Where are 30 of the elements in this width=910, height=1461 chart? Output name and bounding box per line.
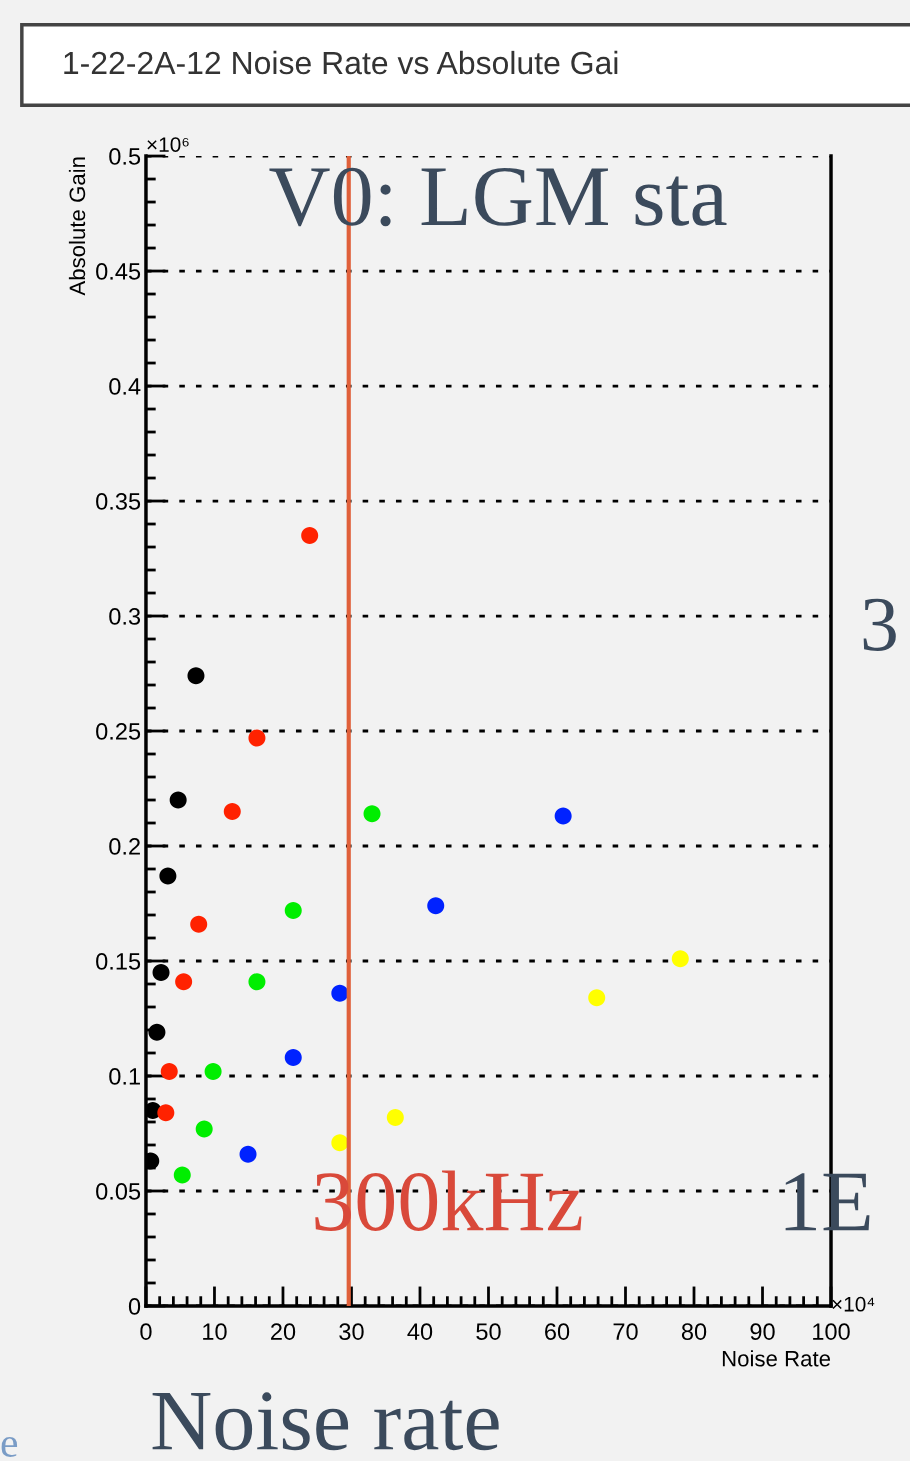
y-tick-label: 0.05	[96, 1183, 141, 1200]
y-tick-label: 0.3	[109, 608, 141, 625]
x-axis-title: Noise Rate	[722, 1350, 831, 1367]
x-tick-label: 0	[140, 1323, 152, 1340]
y-tick-label: 0.15	[96, 953, 141, 970]
y-tick-label: 0.5	[109, 148, 141, 165]
y-tick-label: 0.35	[96, 493, 141, 510]
x-tick-label: 100	[813, 1323, 850, 1340]
y-axis-title: Absolute Gain	[68, 157, 86, 296]
x-tick-label: 20	[271, 1323, 296, 1340]
y-tick-label: 0.45	[96, 263, 141, 280]
text: ×10⁴	[832, 1296, 875, 1312]
y-tick-label: 0.4	[109, 378, 141, 395]
chart-title: 1-22-2A-12 Noise Rate vs Absolute Gai	[64, 50, 618, 75]
text: ×10⁶	[147, 137, 189, 152]
text: 3	[863, 598, 896, 651]
y-tick-label: 0	[128, 1298, 141, 1315]
x-tick-label: 70	[613, 1323, 638, 1340]
y-tick-label: 0.1	[109, 1068, 140, 1085]
text: Noise rate	[152, 1392, 499, 1451]
y-tick-label: 0.2	[109, 838, 140, 855]
x-tick-label: 50	[476, 1323, 501, 1340]
x-tick-label: 90	[750, 1323, 775, 1340]
y-tick-label: 0.25	[96, 723, 141, 740]
text: e	[1, 1436, 18, 1458]
x-tick-label: 40	[407, 1323, 433, 1340]
x-tick-label: 80	[681, 1323, 707, 1340]
x-tick-label: 60	[545, 1323, 570, 1340]
x-tick-label: 10	[203, 1323, 227, 1340]
x-tick-label: 30	[339, 1323, 364, 1340]
